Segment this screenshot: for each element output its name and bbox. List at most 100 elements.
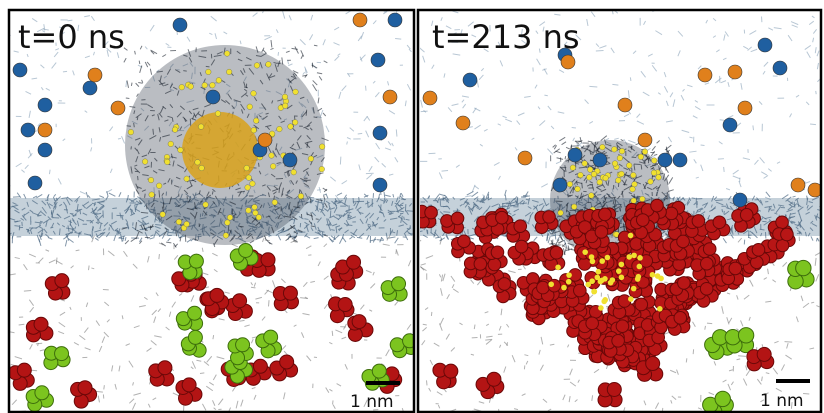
solvent: [327, 218, 332, 226]
solvent: [79, 209, 82, 215]
head-group: [565, 278, 572, 285]
molecule: [252, 358, 268, 374]
molecule: [536, 280, 550, 295]
solvent: [120, 234, 123, 242]
solvent: [815, 274, 820, 282]
solvent: [158, 231, 166, 238]
solvent: [461, 99, 465, 103]
solvent: [110, 220, 117, 225]
solvent: [30, 230, 33, 235]
solvent: [552, 144, 556, 148]
solvent: [128, 360, 134, 368]
solvent: [303, 223, 310, 229]
solvent: [310, 14, 314, 21]
solvent: [577, 200, 584, 204]
solvent: [163, 75, 168, 79]
solvent: [82, 212, 88, 216]
solvent: [286, 190, 291, 196]
solvent: [167, 177, 171, 183]
solvent: [810, 236, 814, 241]
ion: [592, 152, 608, 168]
solvent: [109, 224, 115, 231]
solvent: [253, 394, 257, 400]
solvent: [521, 298, 526, 303]
ion: [387, 12, 403, 28]
solvent: [48, 259, 56, 264]
solvent: [558, 69, 565, 73]
solvent: [647, 53, 653, 57]
head-group: [172, 126, 179, 133]
solvent: [323, 275, 329, 280]
solvent: [467, 205, 473, 212]
solvent: [814, 252, 820, 256]
solvent: [94, 229, 102, 233]
solvent: [158, 112, 163, 118]
solvent: [194, 211, 198, 220]
solvent: [760, 217, 764, 221]
ion: [370, 52, 386, 68]
solvent: [147, 256, 150, 263]
molecule: [346, 254, 362, 270]
solvent: [174, 69, 181, 73]
solvent: [83, 201, 90, 206]
solvent: [23, 211, 30, 216]
solvent: [259, 61, 263, 69]
solvent: [153, 194, 156, 202]
solvent: [138, 305, 146, 308]
solvent: [566, 209, 571, 214]
solvent: [126, 80, 130, 88]
solvent: [585, 179, 588, 184]
solvent: [623, 186, 630, 191]
solvent: [95, 233, 99, 239]
solvent: [180, 203, 186, 209]
solvent: [782, 261, 788, 267]
solvent: [374, 91, 380, 98]
solvent: [691, 197, 696, 199]
solvent: [27, 152, 33, 159]
solvent: [656, 184, 662, 192]
solvent: [263, 235, 267, 239]
solvent: [318, 75, 323, 81]
solvent: [127, 135, 133, 140]
solvent: [422, 234, 428, 239]
solvent: [574, 195, 579, 198]
solvent: [12, 202, 17, 205]
solvent: [756, 378, 762, 385]
solvent: [420, 263, 426, 266]
solvent: [803, 393, 810, 395]
solvent: [722, 237, 727, 244]
solvent: [117, 137, 121, 140]
solvent: [164, 227, 169, 231]
solvent: [335, 329, 343, 334]
solvent: [751, 195, 756, 201]
solvent: [537, 106, 541, 110]
solvent: [524, 211, 532, 217]
solvent: [729, 224, 734, 231]
head-group: [639, 196, 646, 203]
solvent: [470, 204, 477, 211]
solvent: [627, 90, 630, 99]
solvent: [375, 142, 381, 150]
solvent: [206, 194, 212, 199]
solvent: [171, 179, 174, 183]
solvent: [312, 107, 315, 114]
solvent: [565, 146, 571, 150]
solvent: [382, 212, 385, 218]
solvent: [271, 219, 276, 224]
solvent: [423, 109, 427, 113]
solvent: [169, 103, 174, 109]
solvent: [12, 205, 19, 211]
solvent: [535, 30, 539, 34]
solvent: [167, 237, 171, 242]
solvent: [704, 325, 706, 330]
time-label: t=213 ns: [432, 18, 580, 56]
solvent: [245, 229, 249, 236]
solvent: [73, 341, 80, 346]
solvent: [403, 232, 409, 241]
solvent: [702, 202, 708, 206]
solvent: [150, 234, 154, 237]
solvent: [527, 206, 532, 210]
solvent: [797, 229, 803, 235]
solvent: [369, 309, 373, 312]
